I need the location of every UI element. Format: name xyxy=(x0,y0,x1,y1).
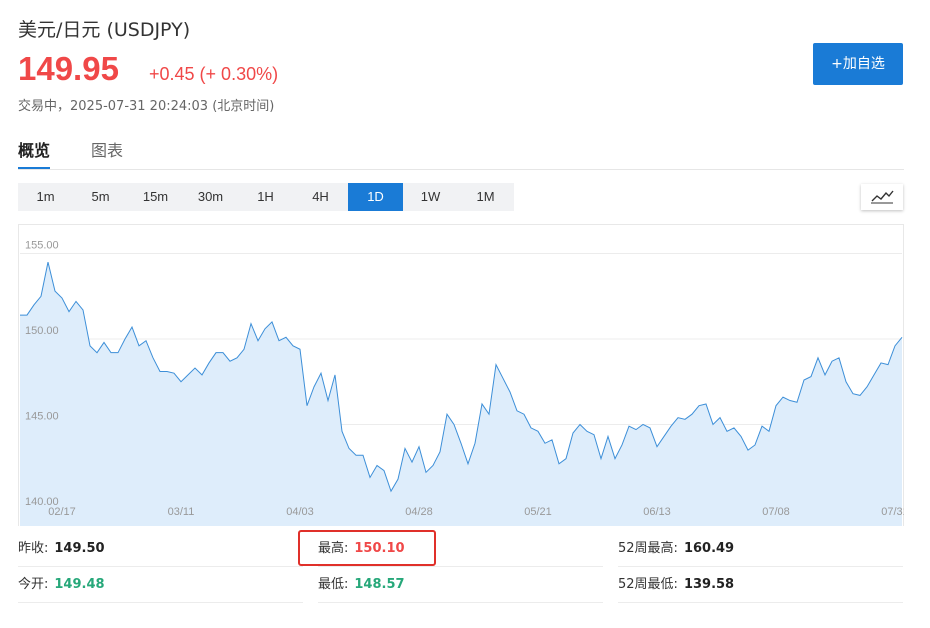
period-button[interactable]: 5m xyxy=(91,189,110,204)
divider xyxy=(18,169,904,170)
trade-time: 交易中，2025-07-31 20:24:03 (北京时间) xyxy=(18,99,275,114)
stat-label: 52周最高: xyxy=(618,541,678,556)
x-tick-label: 04/03 xyxy=(286,506,314,518)
stat-cell: 今开: 149.48 xyxy=(18,568,303,603)
x-tick-label: 05/21 xyxy=(524,506,552,518)
period-bar: 1m 5m 15m 30m 1H 4H 1D 1W 1M xyxy=(18,183,514,211)
period-button[interactable]: 1H xyxy=(257,189,274,204)
y-tick-label: 150.00 xyxy=(25,325,59,337)
watch-button[interactable]: +加自选 xyxy=(813,43,903,85)
stat-cell: 最低: 148.57 xyxy=(318,568,603,603)
highlight-box xyxy=(298,530,436,566)
price: 149.95 xyxy=(18,50,119,87)
stat-value: 150.10 xyxy=(354,541,405,556)
tab[interactable]: 概览 xyxy=(18,137,51,170)
y-tick-label: 145.00 xyxy=(25,410,59,422)
period-button[interactable]: 4H xyxy=(312,189,329,204)
period-button[interactable]: 1m xyxy=(36,189,55,204)
x-tick-label: 07/08 xyxy=(762,506,790,518)
period-button[interactable]: 15m xyxy=(142,189,169,204)
line xyxy=(20,261,903,493)
period-button[interactable]: 1M xyxy=(476,189,495,204)
chart-type-button[interactable] xyxy=(861,184,903,210)
stat-value: 139.58 xyxy=(683,577,735,592)
x-tick-label: 06/13 xyxy=(643,506,671,518)
x-tick-label: 03/11 xyxy=(168,506,195,518)
stat-value: 148.57 xyxy=(354,577,405,592)
stat-cell: 最高: 150.10 xyxy=(318,532,603,567)
change: +0.45 (+ 0.30%) xyxy=(149,64,279,84)
chart-icon xyxy=(871,190,894,204)
y-tick-label: 140.00 xyxy=(25,496,59,508)
tab[interactable]: 图表 xyxy=(91,141,124,160)
x-tick-label: 07/31 xyxy=(881,506,904,518)
stat-label: 52周最低: xyxy=(618,577,678,592)
stat-value: 149.50 xyxy=(54,541,105,556)
period-button[interactable]: 1D xyxy=(348,183,403,211)
chart: 140.00 145.00 150.00 155.00 02/17 03/11 04/03 0… xyxy=(20,240,904,526)
stat-label: 今开: xyxy=(18,577,49,592)
x-tick-label: 02/17 xyxy=(48,506,76,518)
stat-label: 最高: xyxy=(318,541,349,556)
title: 美元/日元 (USDJPY) xyxy=(18,19,191,41)
period-button[interactable]: 30m xyxy=(197,189,224,204)
chart-frame xyxy=(18,224,904,526)
stat-cell: 昨收: 149.50 xyxy=(18,532,303,567)
x-tick-label: 04/28 xyxy=(405,506,433,518)
stat-value: 160.49 xyxy=(683,541,735,556)
stat-label: 昨收: xyxy=(18,541,49,556)
stat-cell: 52周最低: 139.58 xyxy=(618,568,903,603)
stat-cell: 52周最高: 160.49 xyxy=(618,532,903,567)
y-tick-label: 155.00 xyxy=(25,240,59,252)
period-button[interactable]: 1W xyxy=(420,189,441,204)
stat-label: 最低: xyxy=(318,577,349,592)
stat-value: 149.48 xyxy=(54,577,105,592)
area xyxy=(20,262,902,526)
